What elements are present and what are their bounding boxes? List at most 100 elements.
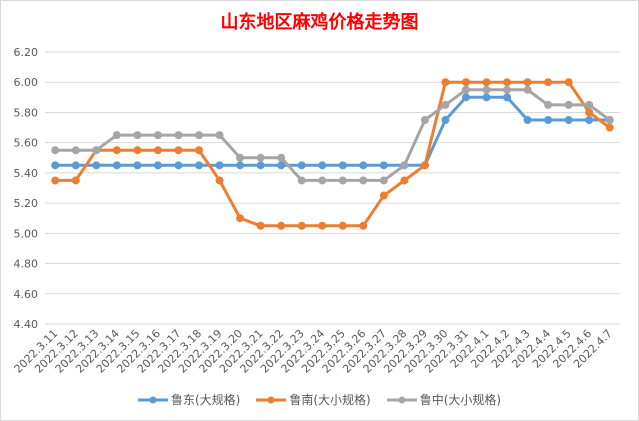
- series-1-point: [379, 161, 388, 170]
- series-3-point: [277, 153, 286, 162]
- series-3-point: [112, 131, 121, 140]
- legend-line-marker-icon: [137, 396, 168, 404]
- series-1-point: [112, 161, 121, 170]
- y-tick-label: 4.60: [14, 288, 39, 301]
- series-2-point: [51, 176, 60, 185]
- y-tick-label: 4.40: [14, 318, 39, 331]
- series-1-point: [92, 161, 101, 170]
- y-axis-labels: 4.40 4.60 4.80 5.00 5.20 5.40 5.60 5.80 6.00 6.20: [14, 46, 39, 331]
- series-3-point: [503, 85, 512, 94]
- series-2-point: [441, 78, 450, 87]
- series-1-point: [359, 161, 368, 170]
- series-3-point: [400, 161, 409, 170]
- series-2-point: [112, 146, 121, 155]
- series-1-point: [441, 116, 450, 124]
- series-1: [51, 93, 614, 170]
- series-3-point: [195, 131, 204, 140]
- legend-label: 鲁中(大小规格): [419, 393, 502, 407]
- series-2-point: [277, 221, 286, 230]
- series-2-point: [174, 146, 183, 155]
- y-tick-label: 4.80: [14, 258, 39, 271]
- series-1-point: [482, 93, 491, 102]
- series-3-point: [215, 131, 224, 140]
- series-2-point: [195, 146, 204, 155]
- series-2-point: [133, 146, 142, 155]
- series-3-point: [564, 100, 573, 109]
- series-2-point: [544, 78, 553, 87]
- legend-item-3: 鲁中(大小规格): [386, 392, 502, 408]
- legend-line-marker-icon: [386, 396, 417, 404]
- series-3-point: [359, 176, 368, 185]
- series-2-point: [153, 146, 162, 155]
- series-2-line: [53, 80, 612, 228]
- series-1-point: [174, 161, 183, 170]
- series-2-point: [564, 78, 573, 87]
- gridlines: [45, 51, 620, 325]
- y-tick-label: 5.00: [14, 227, 39, 240]
- legend-label: 鲁南(大小规格): [289, 393, 371, 407]
- series-1-point: [564, 116, 573, 124]
- series-2-point: [71, 176, 80, 185]
- series-1-point: [133, 161, 142, 170]
- y-tick-label: 5.60: [14, 137, 39, 150]
- series-1-point: [523, 116, 532, 124]
- series-2-point: [236, 214, 245, 223]
- series-3-point: [51, 146, 60, 155]
- series-1-point: [318, 161, 327, 170]
- legend-item-2: 鲁南(大小规格): [256, 392, 371, 408]
- legend-line-marker-icon: [256, 396, 287, 404]
- series-3-point: [461, 85, 470, 94]
- series-3-point: [133, 131, 142, 140]
- series-3-point: [236, 153, 245, 162]
- series-3-point: [585, 100, 594, 109]
- series-2-point: [379, 191, 388, 200]
- series-3-point: [92, 146, 101, 155]
- series-2: [51, 78, 614, 230]
- series-3-point: [338, 176, 347, 185]
- series-3-point: [153, 131, 162, 140]
- legend-label: 鲁东(大规格): [170, 393, 241, 407]
- series-2-point: [523, 78, 532, 87]
- series-1-point: [544, 116, 553, 124]
- series-1-point: [338, 161, 347, 170]
- series-2-point: [482, 78, 491, 87]
- series-2-point: [215, 176, 224, 185]
- series-2-point: [400, 176, 409, 185]
- series-1-point: [153, 161, 162, 170]
- y-tick-label: 5.20: [14, 197, 39, 210]
- series-2-point: [359, 221, 368, 230]
- series-1-point: [215, 161, 224, 170]
- legend-item-1: 鲁东(大规格): [137, 392, 241, 408]
- chart-title: 山东地区麻鸡价格走势图: [220, 12, 419, 33]
- series-3-point: [379, 176, 388, 185]
- series-3-point: [297, 176, 306, 185]
- series-3-line: [53, 88, 612, 182]
- series-2-point: [605, 123, 614, 132]
- series-2-point: [338, 221, 347, 230]
- series-3: [51, 85, 614, 185]
- series-2-point: [256, 221, 265, 230]
- y-tick-label: 6.00: [14, 76, 39, 89]
- series-2-point: [420, 161, 429, 170]
- series-2-point: [461, 78, 470, 87]
- series-1-point: [503, 93, 512, 102]
- series-2-point: [503, 78, 512, 87]
- series-3-point: [482, 85, 491, 94]
- series-3-point: [420, 116, 429, 124]
- series-3-point: [318, 176, 327, 185]
- series-2-point: [585, 108, 594, 117]
- series-2-point: [297, 221, 306, 230]
- y-tick-label: 6.20: [14, 46, 39, 59]
- series-3-point: [605, 116, 614, 124]
- series-1-point: [585, 116, 594, 124]
- series-1-point: [297, 161, 306, 170]
- series-1-point: [256, 161, 265, 170]
- y-tick-label: 5.80: [14, 106, 39, 119]
- series-3-point: [174, 131, 183, 140]
- series-3-point: [441, 100, 450, 109]
- series-3-point: [71, 146, 80, 155]
- series-1-line: [53, 95, 612, 167]
- series-1-point: [277, 161, 286, 170]
